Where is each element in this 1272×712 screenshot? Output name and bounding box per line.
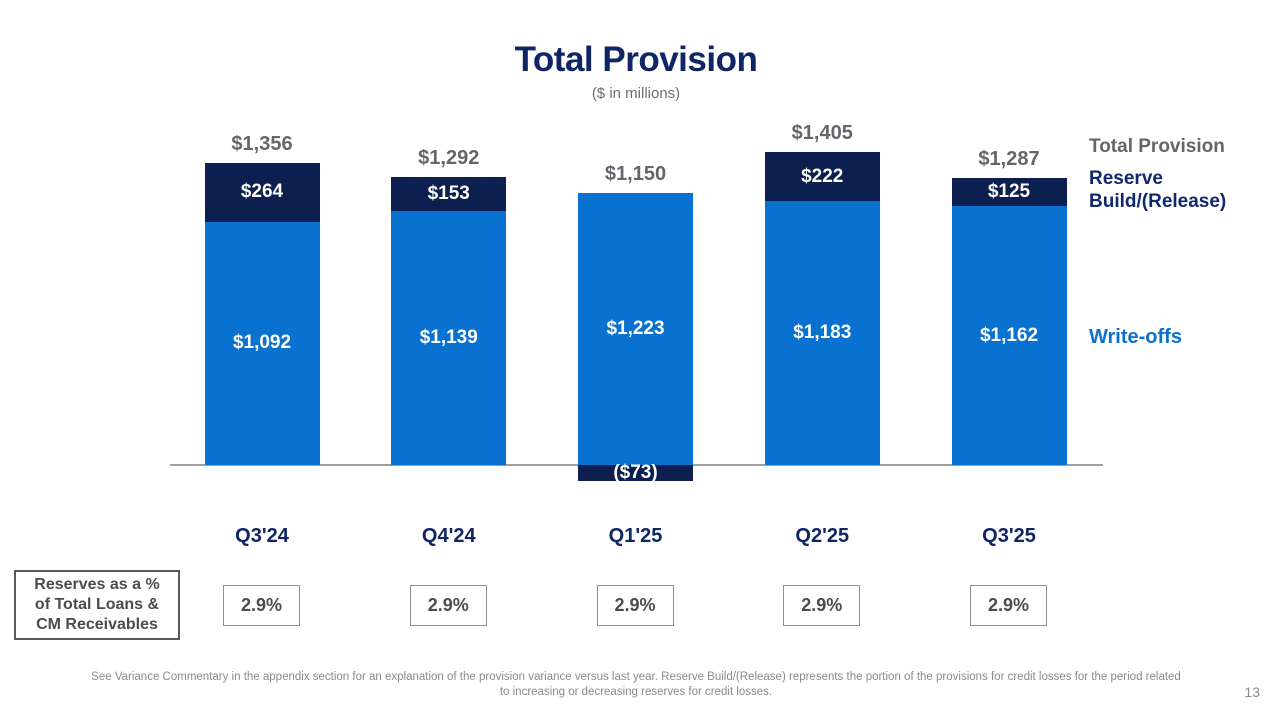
bar-value-reserve-q1-25: ($73) xyxy=(613,462,658,484)
reserves-pct-box-q3-24: 2.9% xyxy=(223,585,300,626)
reserves-ratio-label-box: Reserves as a % of Total Loans & CM Rece… xyxy=(14,570,180,640)
bar-value-writeoffs-q3-25: $1,162 xyxy=(979,324,1039,346)
x-axis-label-q2-25: Q2'25 xyxy=(795,525,850,547)
bar-segment-reserve-q1-25: ($73) xyxy=(578,462,693,484)
bar-total-q2-25: $1,405 xyxy=(791,121,853,144)
bar-total-q1-25: $1,150 xyxy=(604,162,667,185)
page-number: 13 xyxy=(1244,684,1260,700)
reserves-pct-box-q1-25: 2.9% xyxy=(596,585,674,626)
bar-segment-reserve-q3-24: $264 xyxy=(204,162,320,222)
legend-total-provision: Total Provision xyxy=(1089,136,1225,157)
bar-segment-writeoffs-q3-24: $1,092 xyxy=(204,221,320,465)
page-subtitle: ($ in millions) xyxy=(591,85,681,102)
x-axis-label-q3-25: Q3'25 xyxy=(982,525,1036,547)
bar-value-reserve-q2-25: $222 xyxy=(801,165,844,187)
reserves-pct-box-q3-25: 2.9% xyxy=(970,585,1047,626)
bar-segment-writeoffs-q2-25: $1,183 xyxy=(764,201,880,465)
x-axis-label-q1-25: Q1'25 xyxy=(608,525,663,547)
bar-value-writeoffs-q4-24: $1,139 xyxy=(419,327,478,349)
bar-segment-writeoffs-q3-25: $1,162 xyxy=(951,206,1067,465)
bar-segment-writeoffs-q1-25: $1,223 xyxy=(578,192,693,465)
bar-segment-writeoffs-q4-24: $1,139 xyxy=(391,211,507,465)
bar-total-q3-25: $1,287 xyxy=(978,148,1040,171)
reserves-pct-box-q4-24: 2.9% xyxy=(409,585,487,626)
bar-value-writeoffs-q2-25: $1,183 xyxy=(793,322,852,344)
reserves-pct-box-q2-25: 2.9% xyxy=(783,585,861,626)
bar-value-reserve-q3-25: $125 xyxy=(987,181,1031,203)
legend-reserve-build-release: Reserve Build/(Release) xyxy=(1089,168,1227,212)
footnote-text: See Variance Commentary in the appendix … xyxy=(91,671,1181,698)
bar-total-q4-24: $1,292 xyxy=(418,147,480,170)
page-title: Total Provision xyxy=(514,40,758,79)
bar-value-reserve-q3-24: $264 xyxy=(240,181,284,203)
x-axis-label-q3-24: Q3'24 xyxy=(235,525,289,547)
bar-value-writeoffs-q3-24: $1,092 xyxy=(232,332,292,354)
legend-write-offs: Write-offs xyxy=(1089,326,1182,348)
bar-total-q3-24: $1,356 xyxy=(231,132,293,155)
bar-value-writeoffs-q1-25: $1,223 xyxy=(606,317,665,339)
bar-segment-reserve-q3-25: $125 xyxy=(951,178,1067,207)
bar-value-reserve-q4-24: $153 xyxy=(427,183,470,205)
bar-segment-reserve-q4-24: $153 xyxy=(391,177,507,212)
x-axis-label-q4-24: Q4'24 xyxy=(421,525,476,547)
bar-segment-reserve-q2-25: $222 xyxy=(764,151,880,202)
